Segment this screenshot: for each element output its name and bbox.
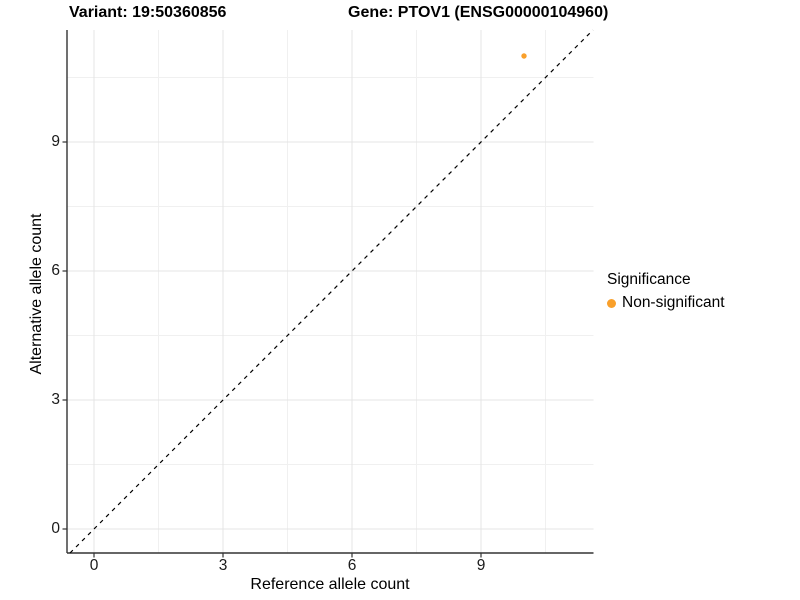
- x-axis-label: Reference allele count: [250, 576, 410, 593]
- y-tick-label: 9: [51, 133, 60, 150]
- legend-title: Significance: [607, 271, 691, 288]
- y-tick-label: 6: [51, 262, 60, 279]
- y-tick-label: 3: [51, 391, 60, 408]
- x-tick-label: 9: [476, 557, 486, 574]
- legend-key-dot-icon: [607, 298, 616, 308]
- y-tick-label: 0: [51, 520, 60, 537]
- x-tick-label: 6: [347, 557, 357, 574]
- x-tick-label: 3: [218, 557, 228, 574]
- plot-title-variant: Variant: 19:50360856: [69, 4, 227, 21]
- x-tick-label: 0: [89, 557, 99, 574]
- legend-item-non-significant: Non-significant: [607, 294, 725, 312]
- legend: Significance Non-significant: [607, 271, 725, 312]
- identity-dashed-line: [69, 29, 594, 554]
- legend-item-label: Non-significant: [622, 294, 725, 311]
- plot-title-gene: Gene: PTOV1 (ENSG00000104960): [348, 4, 609, 21]
- data-point: [521, 53, 527, 59]
